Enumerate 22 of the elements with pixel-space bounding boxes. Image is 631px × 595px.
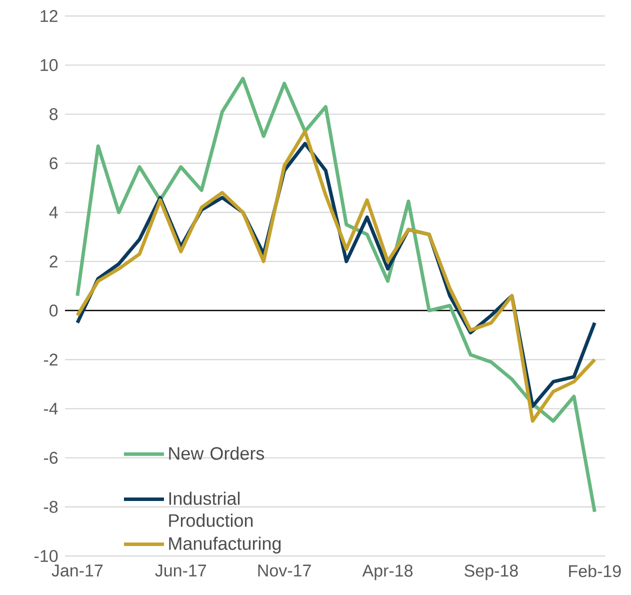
y-tick-label: -4	[44, 402, 58, 415]
y-tick-label: -10	[34, 550, 58, 562]
y-tick-label: 2	[50, 256, 58, 268]
x-tick-label: Jan-17	[52, 564, 103, 577]
y-tick-label: -6	[44, 452, 58, 464]
y-tick-label: 12	[40, 10, 58, 22]
legend-label: Industrial Production	[169, 492, 253, 527]
legend-label: New Orders	[169, 446, 264, 460]
x-tick-label: Jun-17	[155, 564, 206, 577]
y-tick-label: 6	[50, 157, 58, 170]
x-tick-label: Apr-18	[362, 564, 413, 580]
x-tick-label: Sep-18	[464, 564, 518, 580]
y-tick-label: 0	[50, 304, 58, 317]
legend-label: Manufacturing	[169, 536, 281, 554]
y-tick-label: -2	[44, 354, 58, 366]
line-series	[76, 76, 596, 514]
x-tick-label: Nov-17	[258, 564, 311, 577]
x-tick-label: Feb-19	[569, 564, 621, 578]
y-tick-label: 4	[49, 206, 58, 218]
y-tick-label: -8	[44, 500, 58, 513]
y-tick-label: 10	[40, 59, 58, 72]
y-tick-label: 8	[50, 108, 58, 120]
